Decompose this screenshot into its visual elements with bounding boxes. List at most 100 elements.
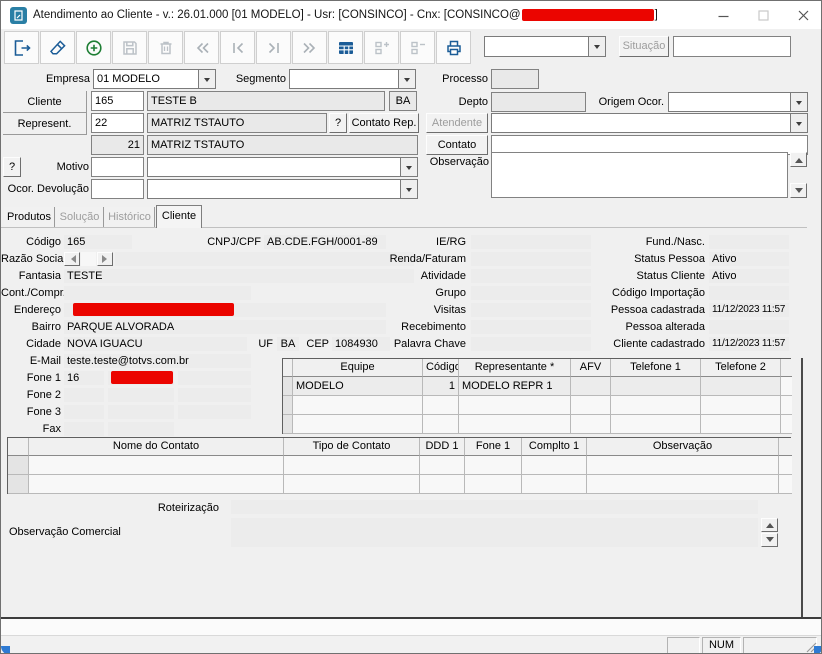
- motivo-code-field[interactable]: [91, 157, 144, 177]
- ocor-devolucao-select[interactable]: [147, 179, 418, 199]
- remove-detail-button[interactable]: [400, 31, 435, 64]
- tab-produtos[interactable]: Produtos: [4, 207, 55, 227]
- dropdown-arrow-icon[interactable]: [790, 114, 807, 132]
- cell-spacer: [781, 377, 792, 396]
- empresa-select[interactable]: 01 MODELO: [93, 69, 216, 89]
- represent-code-field[interactable]: 22: [91, 113, 144, 133]
- fone1-ddd-field: 16: [64, 371, 104, 385]
- fax-ddd-field: [64, 422, 104, 436]
- row-selector[interactable]: [8, 475, 29, 494]
- tab-historico[interactable]: Histórico: [105, 207, 155, 227]
- prior-record-button[interactable]: [220, 31, 255, 64]
- fone2-ddd-field: [64, 388, 104, 402]
- observacao-scroll-up-button[interactable]: [790, 152, 807, 167]
- close-button[interactable]: [783, 1, 821, 29]
- cell-representante[interactable]: MODELO REPR 1: [459, 377, 571, 396]
- cliente-code-field[interactable]: 165: [91, 91, 144, 111]
- razao-social-field: [115, 252, 414, 266]
- row-selector[interactable]: [8, 456, 29, 475]
- row-selector[interactable]: [283, 396, 293, 415]
- col-tipo-contato: Tipo de Contato: [284, 438, 420, 456]
- cnpj-label: CNPJ/CPF: [207, 236, 261, 248]
- save-button[interactable]: [112, 31, 147, 64]
- razao-prev-button[interactable]: [64, 252, 80, 266]
- contato-rep-button[interactable]: Contato Rep.: [349, 113, 419, 133]
- obs-comercial-scroll-down-button[interactable]: [761, 533, 778, 547]
- status-cell-num: NUM: [702, 637, 741, 653]
- situacao-field[interactable]: [673, 36, 791, 57]
- endereco-label: Endereço: [13, 304, 61, 316]
- cell-telefone2[interactable]: [701, 377, 781, 396]
- roteirizacao-field: [231, 500, 758, 514]
- cliente-cadastrado-field: 11/12/2023 11:57: [709, 337, 789, 351]
- row-selector[interactable]: [283, 377, 293, 396]
- next-record-button[interactable]: [256, 31, 291, 64]
- toolbar-combobox[interactable]: [484, 36, 606, 57]
- atendente-select[interactable]: [491, 113, 808, 133]
- observacao-scroll-down-button[interactable]: [790, 183, 807, 198]
- fone2-label: Fone 2: [26, 389, 61, 401]
- dropdown-arrow-icon[interactable]: [198, 70, 215, 88]
- last-record-icon: [302, 42, 315, 53]
- table-row[interactable]: [283, 415, 792, 434]
- segmento-select[interactable]: [289, 69, 416, 89]
- scroll-down-icon: [765, 537, 774, 546]
- tab-solucao[interactable]: Solução: [56, 207, 104, 227]
- dropdown-arrow-icon[interactable]: [400, 180, 417, 198]
- grupo-label: Grupo: [435, 287, 466, 299]
- contato-button[interactable]: Contato: [426, 135, 488, 155]
- table-row[interactable]: [8, 475, 792, 494]
- last-record-button[interactable]: [292, 31, 327, 64]
- minimize-button[interactable]: [703, 1, 743, 29]
- row-selector-header: [283, 359, 293, 377]
- fone3-ddd-field: [64, 405, 104, 419]
- table-row[interactable]: [283, 396, 792, 415]
- grid-view-button[interactable]: [328, 31, 363, 64]
- row-selector[interactable]: [283, 415, 293, 434]
- uf-label: UF: [258, 338, 273, 350]
- insert-detail-button[interactable]: [364, 31, 399, 64]
- ocor-devolucao-code-field[interactable]: [91, 179, 144, 199]
- title-bar: Atendimento ao Cliente - v.: 26.01.000 […: [1, 1, 821, 29]
- bairro-label: Bairro: [31, 321, 61, 333]
- cell-telefone1[interactable]: [611, 377, 701, 396]
- table-row[interactable]: MODELO 1 MODELO REPR 1: [283, 377, 792, 396]
- col-codigo: Código: [423, 359, 459, 377]
- grid-view-icon: [338, 41, 353, 54]
- observacao-textarea[interactable]: [491, 152, 788, 198]
- exit-button[interactable]: [4, 31, 39, 64]
- depto-field: [491, 92, 586, 112]
- save-icon: [122, 40, 137, 55]
- cell-equipe[interactable]: MODELO: [293, 377, 423, 396]
- delete-icon: [160, 41, 171, 54]
- print-button[interactable]: [436, 31, 471, 64]
- renda-faturam-field: [471, 252, 591, 266]
- tab-cliente[interactable]: Cliente: [156, 205, 202, 228]
- dropdown-arrow-icon[interactable]: [588, 37, 605, 56]
- origem-ocor-select[interactable]: [668, 92, 808, 112]
- obs-comercial-scroll-up-button[interactable]: [761, 518, 778, 532]
- clear-button[interactable]: [40, 31, 75, 64]
- dropdown-arrow-icon[interactable]: [400, 158, 417, 176]
- redaction-bar-endereco: [73, 303, 234, 316]
- cell-afv[interactable]: [571, 377, 611, 396]
- represent-help-button[interactable]: ?: [329, 113, 347, 133]
- motivo-select[interactable]: [147, 157, 418, 177]
- delete-button[interactable]: [148, 31, 183, 64]
- first-record-button[interactable]: [184, 31, 219, 64]
- maximize-button[interactable]: [743, 1, 783, 29]
- dropdown-arrow-icon[interactable]: [398, 70, 415, 88]
- atendente-button[interactable]: Atendente: [426, 113, 488, 133]
- situacao-button[interactable]: Situação: [619, 36, 669, 57]
- table-row[interactable]: [8, 456, 792, 475]
- motivo-help-button[interactable]: ?: [3, 157, 21, 177]
- razao-social-label: Razão Social: [1, 253, 66, 265]
- ie-rg-field: [471, 235, 591, 249]
- window-title-suffix: ]: [654, 9, 658, 21]
- arrow-left-icon: [67, 255, 76, 263]
- razao-next-button[interactable]: [97, 252, 113, 266]
- dropdown-arrow-icon[interactable]: [790, 93, 807, 111]
- add-button[interactable]: [76, 31, 111, 64]
- cell-codigo[interactable]: 1: [423, 377, 459, 396]
